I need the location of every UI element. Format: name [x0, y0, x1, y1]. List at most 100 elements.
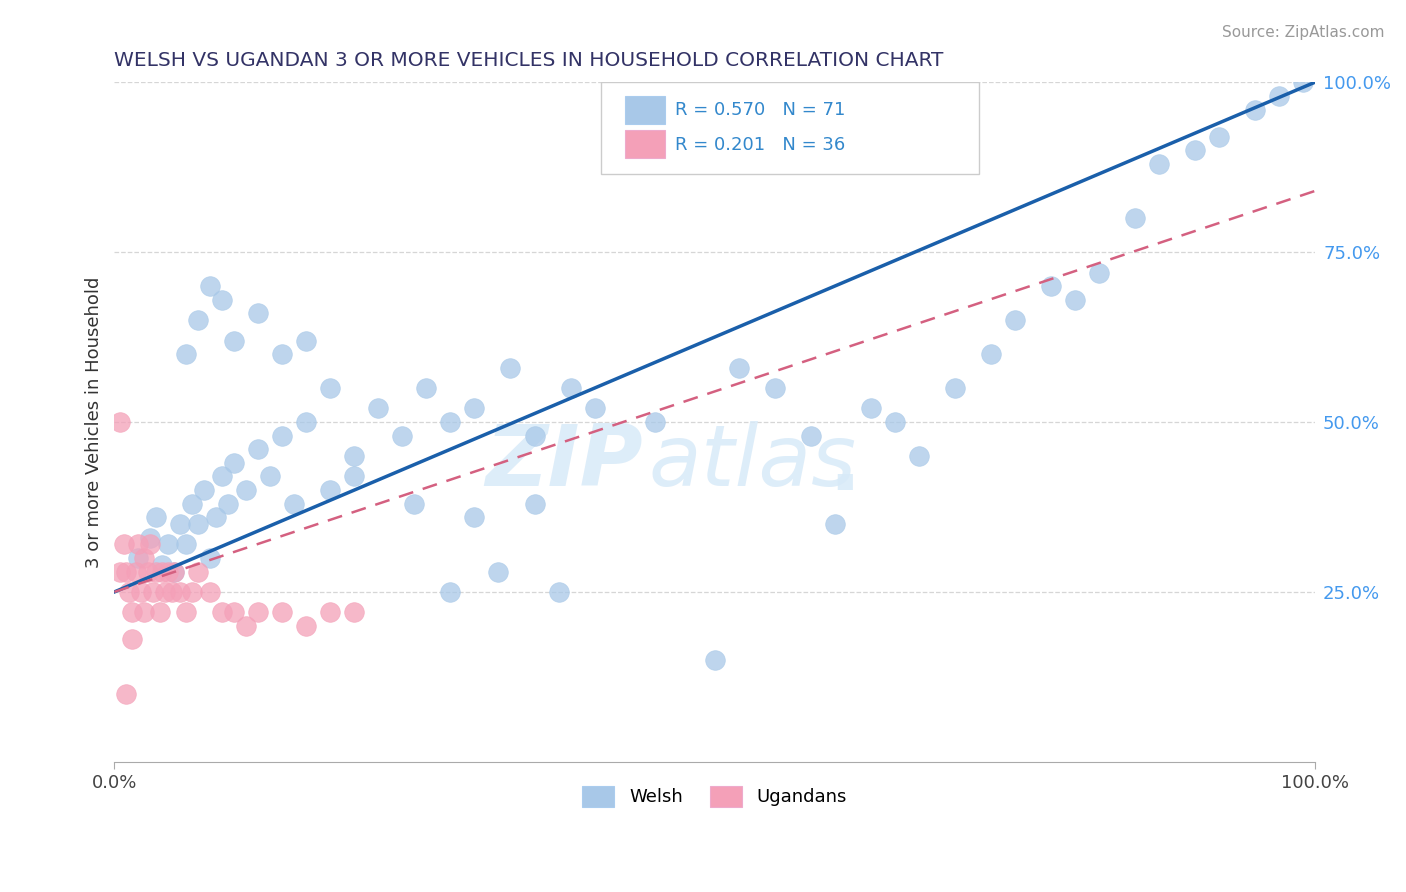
Point — [134, 605, 156, 619]
Point — [163, 565, 186, 579]
Point — [727, 360, 749, 375]
Point — [800, 428, 823, 442]
Point — [271, 347, 294, 361]
Point — [187, 313, 209, 327]
Point — [367, 401, 389, 416]
Point — [271, 428, 294, 442]
Point — [142, 585, 165, 599]
Point — [1243, 103, 1265, 117]
Point — [125, 565, 148, 579]
Point — [1208, 129, 1230, 144]
Point — [295, 415, 318, 429]
Point — [176, 537, 198, 551]
Point — [883, 415, 905, 429]
Point — [980, 347, 1002, 361]
Point — [391, 428, 413, 442]
Point — [1039, 279, 1062, 293]
Point — [547, 585, 569, 599]
Point — [247, 442, 270, 457]
Point — [439, 415, 461, 429]
Point — [943, 381, 966, 395]
Point — [112, 537, 135, 551]
Point — [224, 456, 246, 470]
Point — [343, 469, 366, 483]
Point — [157, 565, 180, 579]
Point — [224, 334, 246, 348]
Point — [169, 516, 191, 531]
Point — [1184, 143, 1206, 157]
FancyBboxPatch shape — [624, 96, 665, 125]
Point — [463, 401, 485, 416]
Point — [439, 585, 461, 599]
Point — [200, 585, 222, 599]
FancyBboxPatch shape — [600, 82, 979, 174]
Point — [415, 381, 437, 395]
Point — [160, 585, 183, 599]
Point — [859, 401, 882, 416]
Point — [200, 279, 222, 293]
Legend: Welsh, Ugandans: Welsh, Ugandans — [575, 779, 855, 814]
Point — [176, 605, 198, 619]
Point — [115, 687, 138, 701]
Point — [1004, 313, 1026, 327]
Point — [169, 585, 191, 599]
Point — [1292, 75, 1315, 89]
Point — [283, 497, 305, 511]
Point — [181, 497, 204, 511]
Point — [139, 531, 162, 545]
Point — [319, 605, 342, 619]
Point — [235, 483, 257, 497]
Point — [295, 334, 318, 348]
Point — [110, 415, 132, 429]
Point — [152, 558, 174, 572]
Point — [247, 605, 270, 619]
Point — [235, 619, 257, 633]
Point — [134, 550, 156, 565]
Point — [907, 449, 929, 463]
Point — [193, 483, 215, 497]
Point — [763, 381, 786, 395]
Point — [583, 401, 606, 416]
Point — [295, 619, 318, 633]
Point — [404, 497, 426, 511]
Point — [1087, 266, 1109, 280]
Point — [343, 449, 366, 463]
Point — [523, 428, 546, 442]
Point — [145, 510, 167, 524]
FancyBboxPatch shape — [624, 130, 665, 159]
Point — [121, 632, 143, 647]
Point — [181, 585, 204, 599]
Point — [187, 565, 209, 579]
Point — [247, 306, 270, 320]
Point — [115, 565, 138, 579]
Point — [1063, 293, 1085, 307]
Point — [145, 565, 167, 579]
Point — [224, 605, 246, 619]
Point — [129, 585, 152, 599]
Point — [157, 537, 180, 551]
Point — [523, 497, 546, 511]
Point — [187, 516, 209, 531]
Y-axis label: 3 or more Vehicles in Household: 3 or more Vehicles in Household — [86, 277, 103, 567]
Point — [136, 565, 159, 579]
Text: R = 0.570   N = 71: R = 0.570 N = 71 — [675, 101, 845, 120]
Point — [488, 565, 510, 579]
Point — [343, 605, 366, 619]
Point — [163, 565, 186, 579]
Point — [127, 550, 149, 565]
Point — [499, 360, 522, 375]
Point — [211, 293, 233, 307]
Text: ZIP: ZIP — [485, 421, 643, 504]
Point — [211, 605, 233, 619]
Point — [110, 565, 132, 579]
Point — [153, 585, 176, 599]
Point — [644, 415, 666, 429]
Text: R = 0.201   N = 36: R = 0.201 N = 36 — [675, 136, 845, 153]
Point — [118, 585, 141, 599]
Point — [1267, 89, 1289, 103]
Point — [139, 537, 162, 551]
Point — [1123, 211, 1146, 226]
Point — [121, 605, 143, 619]
Point — [149, 605, 172, 619]
Point — [217, 497, 239, 511]
